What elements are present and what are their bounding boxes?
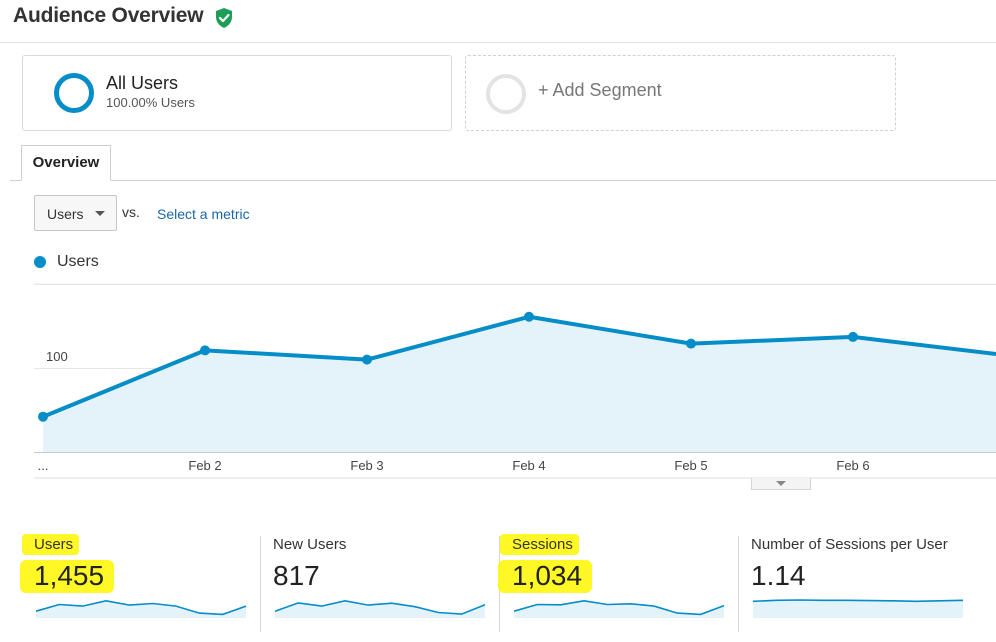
chevron-down-icon bbox=[776, 481, 786, 486]
segment-percent: 100.00% Users bbox=[106, 95, 195, 110]
tab-overview[interactable]: Overview bbox=[21, 145, 111, 181]
add-segment-button[interactable]: + Add Segment bbox=[465, 55, 896, 131]
data-point-users-3 bbox=[524, 311, 534, 322]
y-tick-label: 100 bbox=[46, 349, 68, 364]
x-tick-label: ... bbox=[38, 458, 49, 473]
scorecard-label: Number of Sessions per User bbox=[751, 536, 948, 553]
scorecard-value-row: 817 bbox=[273, 560, 320, 592]
x-tick-label: Feb 5 bbox=[674, 458, 707, 473]
data-point-users-2 bbox=[362, 354, 372, 365]
scorecard-label-row: Sessions bbox=[512, 534, 579, 555]
scorecard-value-row: 1,455 bbox=[34, 560, 115, 593]
scorecard-label: Sessions bbox=[512, 534, 579, 555]
tab-divider bbox=[10, 180, 996, 181]
data-point-users-5 bbox=[848, 331, 858, 342]
page-header: Audience Overview bbox=[0, 0, 996, 43]
scorecard-label-row: New Users bbox=[273, 536, 346, 553]
x-tick-label: Feb 2 bbox=[188, 458, 221, 473]
sparkline-line bbox=[274, 599, 486, 615]
scorecard[interactable]: Users 1,455 bbox=[34, 530, 248, 630]
scorecard-label: Users bbox=[34, 534, 80, 555]
scorecard-value: 1,034 bbox=[512, 560, 593, 593]
sparkline-area bbox=[753, 600, 963, 618]
scorecard-value-row: 1.14 bbox=[751, 560, 806, 592]
x-tick-label: Feb 3 bbox=[350, 458, 383, 473]
sparkline-line bbox=[35, 599, 247, 616]
scorecard-sparkline bbox=[752, 599, 964, 618]
sparkline-area bbox=[36, 600, 246, 618]
scorecard-sparkline bbox=[513, 599, 725, 618]
legend-label: Users bbox=[57, 253, 99, 270]
scorecard-divider bbox=[260, 536, 261, 632]
x-tick-label: Feb 4 bbox=[512, 458, 545, 473]
data-point-users-0 bbox=[38, 411, 48, 422]
scorecard[interactable]: Sessions 1,034 bbox=[512, 530, 726, 630]
chevron-down-icon bbox=[95, 211, 105, 216]
segment-all-users[interactable]: All Users 100.00% Users bbox=[22, 55, 452, 131]
add-segment-label: + Add Segment bbox=[538, 80, 662, 100]
segment-name: All Users bbox=[106, 73, 179, 93]
scorecard-sparkline bbox=[35, 599, 247, 618]
scorecard-value-row: 1,034 bbox=[512, 560, 593, 593]
scorecard-value: 1,455 bbox=[34, 560, 115, 593]
series-area-users bbox=[43, 316, 996, 452]
chart-collapse-handle[interactable] bbox=[751, 478, 811, 490]
sparkline-area bbox=[514, 600, 724, 618]
scorecard-value: 817 bbox=[273, 560, 320, 591]
metric-select[interactable]: Users bbox=[34, 195, 117, 231]
scorecard-label-row: Users bbox=[34, 534, 80, 555]
scorecard-value: 1.14 bbox=[751, 560, 806, 591]
data-point-users-4 bbox=[686, 338, 696, 349]
vs-label: vs. bbox=[122, 204, 140, 220]
scorecard-divider bbox=[499, 536, 500, 632]
scorecard-label-row: Number of Sessions per User bbox=[751, 536, 948, 553]
scorecard[interactable]: New Users 817 bbox=[273, 530, 487, 630]
scorecard-sparkline bbox=[274, 599, 486, 618]
page-title: Audience Overview bbox=[13, 4, 204, 27]
x-tick-label: Feb 6 bbox=[836, 458, 869, 473]
sparkline-line bbox=[752, 599, 964, 603]
empty-segment-ring-icon bbox=[486, 74, 526, 114]
scorecard-label: New Users bbox=[273, 536, 347, 553]
scorecard-divider bbox=[738, 536, 739, 632]
shield-check-icon bbox=[216, 8, 232, 28]
data-point-users-1 bbox=[200, 345, 210, 356]
scorecard[interactable]: Number of Sessions per User 1.14 bbox=[751, 530, 965, 630]
legend-dot-icon bbox=[34, 256, 46, 268]
sparkline-line bbox=[513, 599, 725, 616]
select-metric-link[interactable]: Select a metric bbox=[157, 206, 250, 222]
segment-ring-icon bbox=[54, 73, 94, 113]
metric-select-value: Users bbox=[47, 206, 84, 222]
